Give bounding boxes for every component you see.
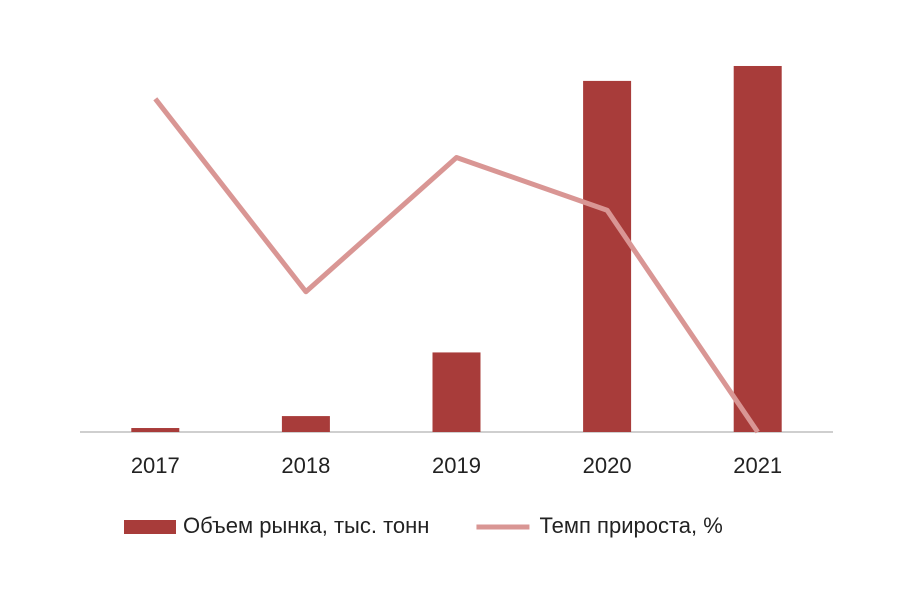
legend-label: Темп прироста, % [539,513,722,538]
bar [583,80,632,432]
legend-swatch [124,520,176,534]
x-tick-label: 2020 [583,453,632,478]
x-tick-label: 2021 [733,453,782,478]
x-tick-label: 2018 [281,453,330,478]
x-tick-label: 2019 [432,453,481,478]
bar [281,416,330,432]
x-tick-label: 2017 [131,453,180,478]
legend-label: Объем рынка, тыс. тонн [183,513,429,538]
bar [733,65,782,432]
bar [432,352,481,432]
line [153,97,760,434]
bar [131,428,180,432]
